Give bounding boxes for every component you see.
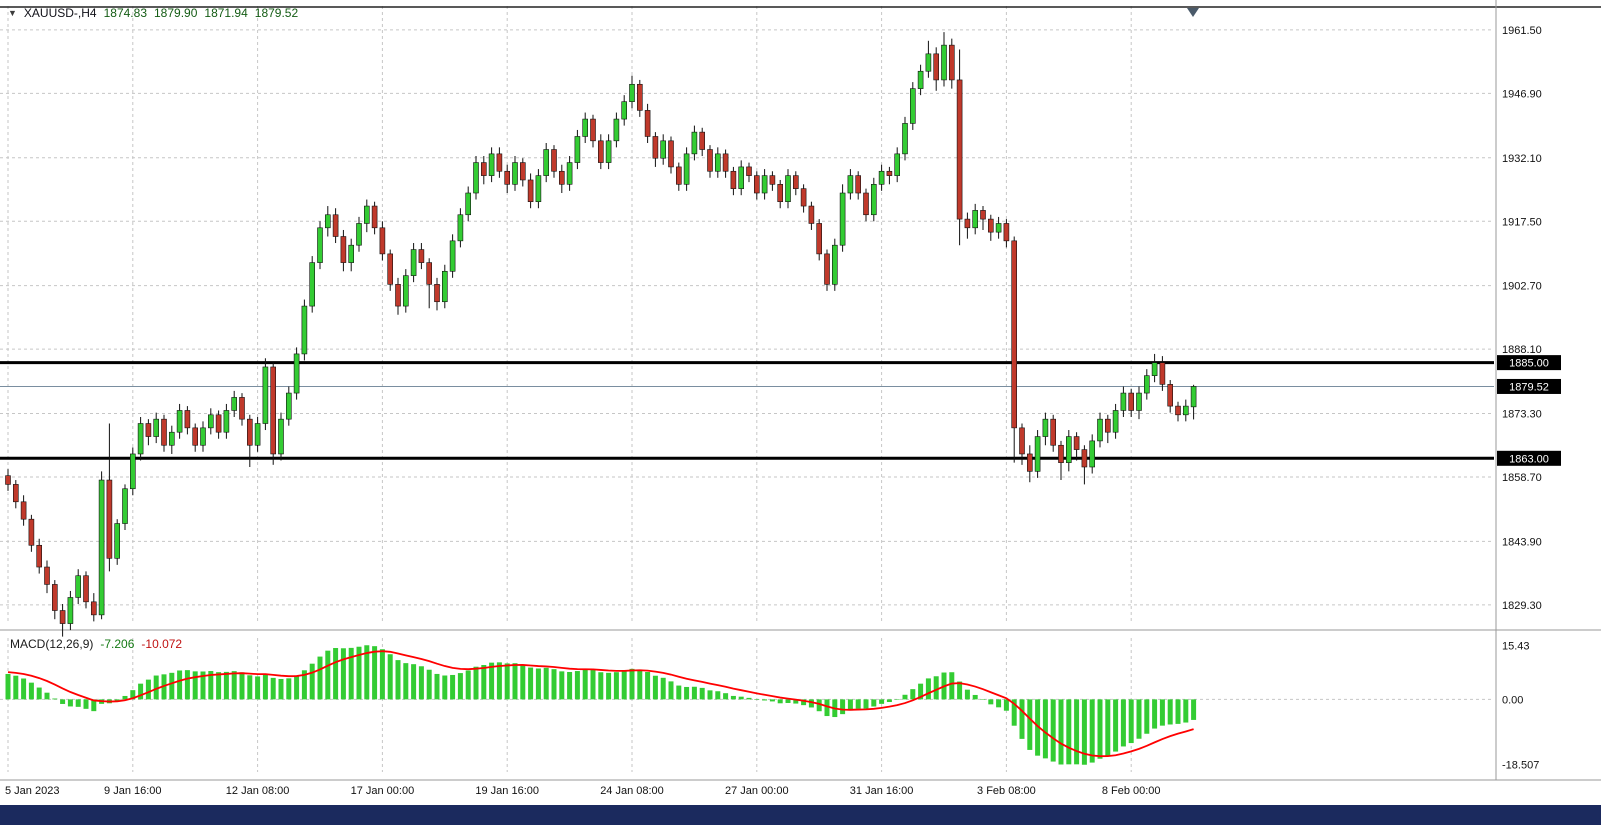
macd-signal-line (7, 650, 1194, 758)
ohlc-open-value: 1874.83 (103, 6, 147, 20)
time-axis[interactable]: 5 Jan 2023 9 Jan 16:00 12 Jan 08:00 17 Jan … (5, 785, 1161, 797)
svg-text:1961.50: 1961.50 (1502, 25, 1542, 37)
svg-text:1902.70: 1902.70 (1502, 281, 1542, 293)
ohlc-low-value: 1871.94 (204, 6, 248, 20)
macd-main-value: -7.206 (100, 637, 135, 651)
grid (0, 6, 1494, 772)
chart-canvas[interactable]: 1961.50 1946.90 1932.10 1917.50 1902.70 1888.… (0, 0, 1601, 805)
svg-text:1917.50: 1917.50 (1502, 216, 1542, 228)
svg-text:27 Jan 00:00: 27 Jan 00:00 (725, 785, 789, 797)
macd-signal-value: -10.072 (141, 637, 183, 651)
level-price-badge-1863.00-text: 1863.00 (1509, 453, 1549, 465)
macd-histogram (5, 645, 1197, 765)
svg-text:15.43: 15.43 (1502, 640, 1530, 652)
svg-text:12 Jan 08:00: 12 Jan 08:00 (226, 785, 290, 797)
svg-text:5 Jan 2023: 5 Jan 2023 (5, 785, 59, 797)
svg-text:9 Jan 16:00: 9 Jan 16:00 (104, 785, 162, 797)
chart-shift-marker-icon[interactable] (1187, 8, 1199, 17)
level-price-badge-1885.00 (1497, 355, 1561, 371)
ohlc-close-value: 1879.52 (254, 6, 299, 20)
svg-text:1829.30: 1829.30 (1502, 600, 1542, 612)
level-price-badge-1863.00 (1497, 450, 1561, 466)
symbol-collapse-icon[interactable]: ▼ (8, 7, 17, 18)
taskbar-strip (0, 805, 1601, 825)
svg-text:1932.10: 1932.10 (1502, 153, 1542, 165)
macd-axis[interactable]: 15.43 0.00 -18.507 (1502, 640, 1539, 771)
svg-text:1858.70: 1858.70 (1502, 472, 1542, 484)
svg-text:3 Feb 08:00: 3 Feb 08:00 (977, 785, 1036, 797)
macd-name-label: MACD(12,26,9) (10, 637, 94, 651)
svg-text:8 Feb 00:00: 8 Feb 00:00 (1102, 785, 1161, 797)
ohlc-high-value: 1879.90 (154, 6, 198, 20)
svg-text:1843.90: 1843.90 (1502, 536, 1542, 548)
svg-text:19 Jan 16:00: 19 Jan 16:00 (475, 785, 539, 797)
symbol-timeframe-label: XAUUSD-,H4 (23, 6, 97, 20)
svg-text:1888.10: 1888.10 (1502, 344, 1542, 356)
svg-text:0.00: 0.00 (1502, 694, 1523, 706)
macd-indicator-label: MACD(12,26,9) -7.206 -10.072 (10, 637, 182, 651)
level-price-badge-1885.00-text: 1885.00 (1509, 358, 1549, 370)
svg-text:17 Jan 00:00: 17 Jan 00:00 (351, 785, 415, 797)
svg-text:1873.30: 1873.30 (1502, 409, 1542, 421)
svg-text:31 Jan 16:00: 31 Jan 16:00 (850, 785, 914, 797)
svg-text:-18.507: -18.507 (1502, 760, 1539, 772)
current-price-badge (1497, 378, 1561, 394)
svg-text:1946.90: 1946.90 (1502, 88, 1542, 100)
candles (5, 32, 1197, 637)
svg-text:24 Jan 08:00: 24 Jan 08:00 (600, 785, 664, 797)
price-axis[interactable]: 1961.50 1946.90 1932.10 1917.50 1902.70 1888.… (1502, 25, 1542, 612)
current-price-badge-text: 1879.52 (1509, 381, 1549, 393)
chart-ohlc-header: ▼ XAUUSD-,H4 1874.83 1879.90 1871.94 187… (8, 6, 298, 20)
